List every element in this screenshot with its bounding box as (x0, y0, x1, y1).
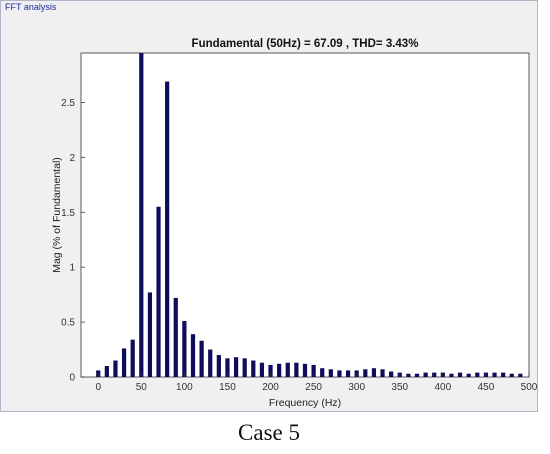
bar-160hz (233, 357, 239, 377)
figure-caption: Case 5 (238, 420, 300, 445)
bar-310hz (363, 369, 368, 377)
bar-100hz (182, 320, 187, 377)
fft-analysis-panel: 0 50 100 150 200 250 300 350 400 450 500 0 0.5 1 1.5 2… (0, 0, 538, 412)
x-tick-label: 450 (478, 382, 495, 393)
bar-480hz (509, 373, 514, 377)
bar-230hz (294, 362, 299, 377)
bar-370hz (414, 373, 420, 377)
panel-label: FFT analysis (4, 2, 58, 13)
x-tick-label: 350 (391, 382, 408, 393)
bar-50hz (139, 53, 144, 377)
plot-area (80, 52, 530, 378)
y-tick-label: 2.5 (61, 98, 75, 109)
bar-20hz (113, 360, 118, 377)
bar-260hz (320, 368, 325, 377)
bar-440hz (475, 372, 480, 377)
x-tick-label: 150 (219, 382, 236, 393)
x-tick-label: 200 (262, 382, 279, 393)
bar-410hz (449, 373, 454, 377)
bar-110hz (190, 334, 196, 377)
y-tick-label: 2 (69, 153, 75, 164)
bar-280hz (337, 370, 342, 377)
y-tick-label: 1 (69, 263, 75, 274)
bar-380hz (423, 372, 428, 377)
bar-80hz (165, 81, 170, 377)
y-tick-label: 1.5 (61, 208, 75, 219)
bar-60hz (147, 292, 153, 377)
x-tick-label: 400 (435, 382, 452, 393)
bar-210hz (277, 363, 282, 377)
bar-340hz (389, 371, 394, 377)
y-axis-label: Mag (% of Fundamental) (51, 157, 63, 273)
bar-170hz (242, 358, 247, 377)
bar-90hz (173, 297, 178, 377)
bars-group (96, 53, 523, 377)
bar-120hz (199, 340, 204, 377)
x-tick-label: 100 (176, 382, 193, 393)
bar-270hz (328, 369, 333, 377)
bar-30hz (121, 348, 127, 377)
bar-390hz (432, 372, 437, 377)
x-axis-label: Frequency (Hz) (269, 397, 341, 409)
bar-430hz (466, 373, 471, 377)
bar-290hz (345, 370, 351, 377)
bar-250hz (311, 364, 316, 377)
fft-chart: 0 50 100 150 200 250 300 350 400 450 500 0 0.5 1 1.5 2… (51, 38, 538, 409)
bar-470hz (501, 372, 506, 377)
bar-240hz (302, 363, 308, 377)
x-ticks-group: 0 50 100 150 200 250 300 350 400 450 500 (95, 373, 538, 393)
x-tick-label: 0 (95, 382, 101, 393)
bar-420hz (457, 372, 463, 377)
bar-490hz (518, 373, 523, 377)
x-tick-label: 250 (305, 382, 322, 393)
bar-150hz (225, 358, 230, 377)
bar-220hz (285, 362, 290, 377)
bar-190hz (259, 362, 265, 377)
bar-140hz (216, 355, 221, 377)
bar-330hz (380, 369, 385, 377)
bar-10hz (104, 366, 109, 377)
y-tick-label: 0 (69, 373, 75, 384)
bar-360hz (406, 373, 411, 377)
x-tick-label: 500 (521, 382, 538, 393)
bar-180hz (251, 360, 256, 377)
bar-460hz (492, 372, 497, 377)
y-tick-label: 0.5 (61, 318, 75, 329)
x-tick-label: 50 (136, 382, 148, 393)
bar-40hz (130, 339, 135, 377)
x-tick-label: 300 (348, 382, 365, 393)
bar-70hz (156, 206, 161, 377)
bar-130hz (208, 349, 213, 377)
bar-320hz (371, 368, 377, 377)
chart-title: Fundamental (50Hz) = 67.09 , THD= 3.43% (192, 38, 419, 50)
bar-200hz (268, 364, 273, 377)
y-ticks-group: 0 0.5 1 1.5 2 2.5 (61, 98, 85, 384)
